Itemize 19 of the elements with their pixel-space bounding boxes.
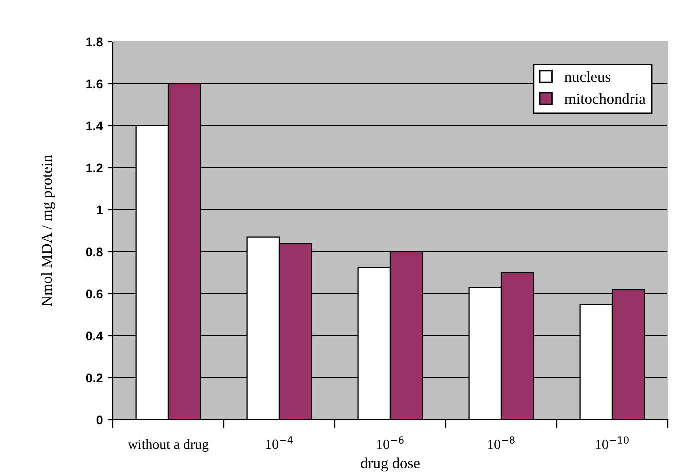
legend-label: mitochondria [564,93,646,104]
y-tick-label: 0.4 [86,332,104,341]
y-tick-label: 1.2 [86,164,103,173]
y-tick-label: 1.8 [86,38,103,47]
x-tick-label: without a drug [128,439,209,452]
y-tick-label: 0 [96,416,103,425]
x-axis-title: drug dose [361,458,420,472]
y-tick-label: 0.6 [86,290,103,299]
x-tick-label: 10$^{−8}$ [488,436,515,450]
y-tick-label: 1 [97,206,103,215]
y-axis-title: Nmol MDA / mg protein [41,155,56,307]
x-tick-label: 10$^{−4}$ [266,436,293,450]
x-tick-label: 10$^{−6}$ [377,436,404,450]
legend-label: nucleus [564,71,611,82]
x-tick-label: 10$^{−10}$ [596,436,629,450]
y-tick-label: 0.8 [86,248,103,257]
y-tick-label: 0.2 [86,374,103,383]
y-tick-label: 1.4 [86,122,104,131]
y-tick-label: 1.6 [86,80,103,89]
